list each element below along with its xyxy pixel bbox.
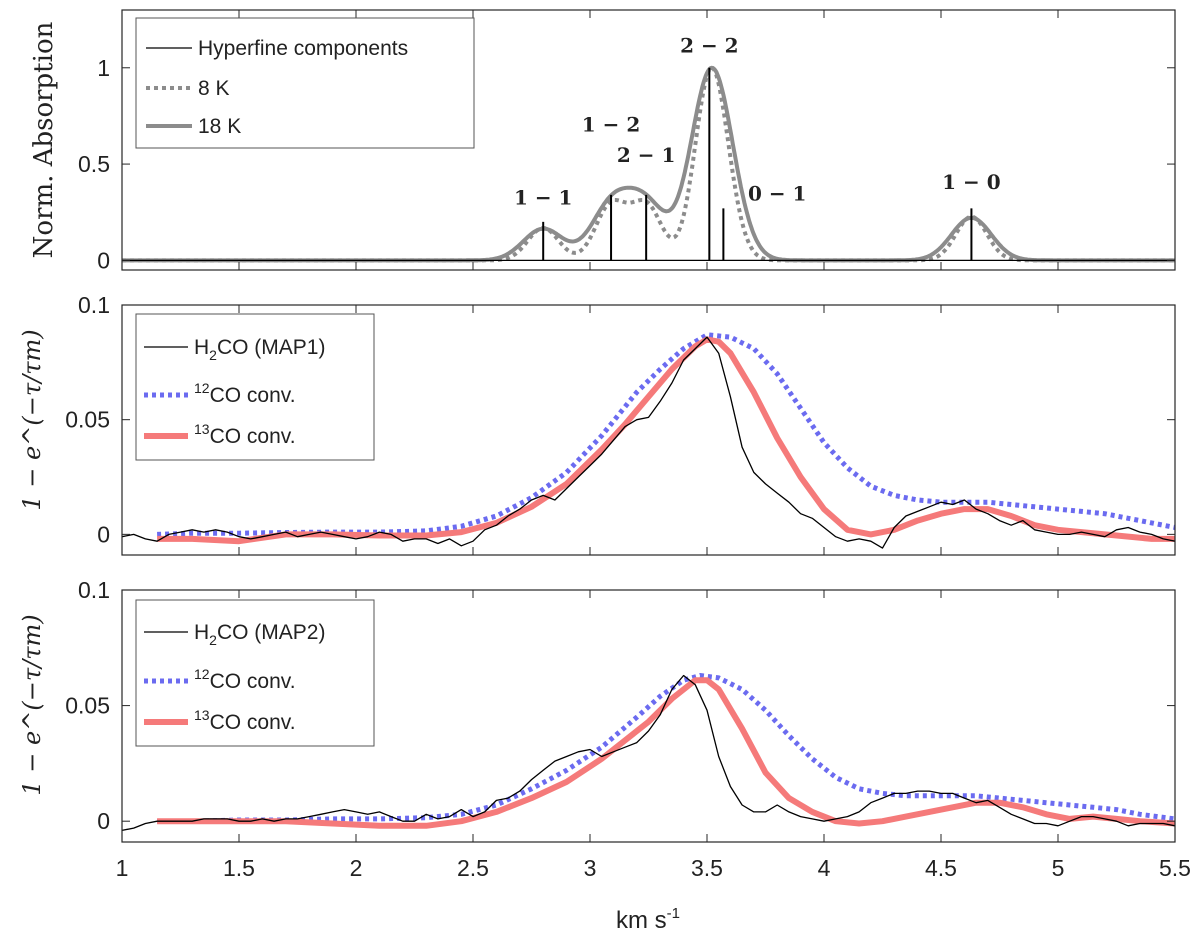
panel-middle-ticks: 0 0.05 0.1 [65, 292, 1176, 555]
panel-bottom-plot-area [121, 673, 1176, 832]
x-tick-label: 1 [116, 855, 129, 881]
panel-bottom: 0 0.05 0.1 1 − e^(−τ/τm) H2CO (MAP2) 12CO … [18, 577, 1176, 843]
hyperfine-component-label: 2 − 2 [680, 33, 739, 57]
hyperfine-component-label: 1 − 0 [942, 170, 1001, 194]
x-tick-label: 3 [584, 855, 597, 881]
y-tick-label: 0 [97, 521, 110, 547]
series-line-12co-conv- [157, 673, 1176, 824]
panel-middle-axes-box [121, 304, 1176, 556]
panel-top-legend: Hyperfine components 8 K 18 K [135, 17, 475, 149]
panel-bottom-y-axis-label: 1 − e^(−τ/τm) [18, 614, 46, 795]
hyperfine-component-label: 2 − 1 [617, 143, 676, 167]
hyperfine-component-label: 1 − 1 [514, 186, 573, 210]
panel-top-axes-box [121, 9, 1176, 271]
series-line-12co-conv- [157, 332, 1176, 537]
legend-label-12co: 12CO conv. [194, 380, 296, 407]
x-tick-label: 1.5 [223, 855, 255, 881]
legend-label-13co: 13CO conv. [194, 421, 296, 448]
y-tick-label: 0.5 [78, 151, 110, 177]
x-tick-label: 4 [818, 855, 831, 881]
x-tick-label: 5.5 [1159, 855, 1191, 881]
y-tick-label: 0 [97, 808, 110, 834]
panel-top-y-axis-label: Norm. Absorption [29, 21, 59, 258]
panel-middle-legend: H2CO (MAP1) 12CO conv. 13CO conv. [135, 313, 375, 461]
legend-box [135, 17, 475, 149]
series-line-13co-conv- [157, 677, 1176, 829]
legend-label-hyperfine: Hyperfine components [198, 37, 408, 60]
x-tick-label: 5 [1052, 855, 1065, 881]
panel-top: 00.51 Norm. Absorption Hyperfine compone… [29, 9, 1176, 273]
series-line-h2co-map2- [121, 674, 1176, 832]
y-tick-label: 0 [97, 247, 110, 273]
panel-bottom-axes-box [121, 589, 1176, 843]
x-axis-label: km s-1 [616, 905, 680, 934]
series-8k-line [122, 65, 1175, 263]
x-tick-label: 2 [350, 855, 363, 881]
x-tick-label: 3.5 [691, 855, 723, 881]
hyperfine-component-label: 0 − 1 [748, 182, 807, 206]
x-tick-label: 4.5 [925, 855, 957, 881]
panel-middle-plot-area [121, 332, 1176, 549]
legend-label-h2co-map2: H2CO (MAP2) [194, 621, 325, 648]
y-tick-label: 0.1 [78, 292, 110, 318]
y-tick-label: 1 [97, 55, 110, 81]
legend-label-h2co-map1: H2CO (MAP1) [194, 336, 325, 363]
legend-label-8k: 8 K [198, 77, 230, 100]
series-line-h2co-map1- [121, 336, 1176, 549]
panel-top-plot-area [122, 65, 1175, 263]
y-tick-label: 0.05 [65, 407, 110, 433]
x-axis-tick-labels: 1 1.5 2 2.5 3 3.5 4 4.5 5 5.5 [116, 855, 1191, 881]
y-tick-label: 0.05 [65, 693, 110, 719]
legend-label-13co: 13CO conv. [194, 707, 296, 734]
series-line-13co-conv- [157, 336, 1175, 545]
legend-label-12co: 12CO conv. [194, 666, 296, 693]
legend-label-18k: 18 K [198, 115, 241, 138]
panel-bottom-legend: H2CO (MAP2) 12CO conv. 13CO conv. [135, 599, 375, 747]
panel-middle: 0 0.05 0.1 1 − e^(−τ/τm) H2CO (MAP1) 12CO … [18, 292, 1176, 556]
x-tick-label: 2.5 [457, 855, 489, 881]
panel-middle-y-axis-label: 1 − e^(−τ/τm) [18, 329, 46, 510]
panel-top-ticks: 00.51 [78, 10, 1176, 273]
hyperfine-component-label: 1 − 2 [582, 112, 641, 136]
panel-bottom-ticks: 0 0.05 0.1 [65, 577, 1176, 842]
component-labels: 1 − 1 1 − 2 2 − 1 2 − 2 0 − 1 1 − 0 [514, 33, 1001, 209]
y-tick-label: 0.1 [78, 577, 110, 603]
